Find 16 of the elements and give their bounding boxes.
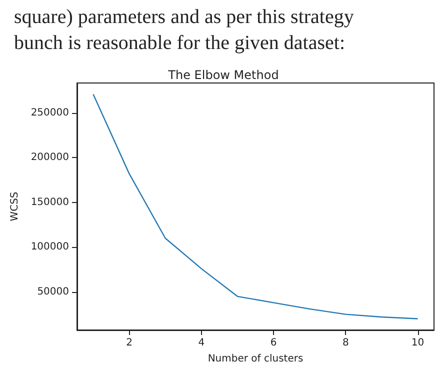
y-tick-label: 50000 <box>37 286 69 298</box>
x-tick-label: 8 <box>342 338 349 348</box>
y-axis-title: WCSS <box>9 192 20 222</box>
x-tick-label: 4 <box>198 338 205 348</box>
x-tick-label: 6 <box>270 338 277 348</box>
line-series <box>92 94 418 320</box>
chart-title: The Elbow Method <box>167 68 279 82</box>
x-tick-label: 10 <box>411 338 424 348</box>
y-tick-label: 250000 <box>30 108 69 119</box>
y-tick-label: 200000 <box>30 152 69 164</box>
x-axis-title: Number of clusters <box>208 354 304 364</box>
text: square) parameters and as per this strategy <box>14 5 355 30</box>
y-tick-label: 100000 <box>30 242 69 253</box>
x-tick-label: 2 <box>126 338 132 348</box>
text: bunch is reasonable for the given dataset: <box>14 31 346 56</box>
y-tick-label: 150000 <box>30 196 69 208</box>
